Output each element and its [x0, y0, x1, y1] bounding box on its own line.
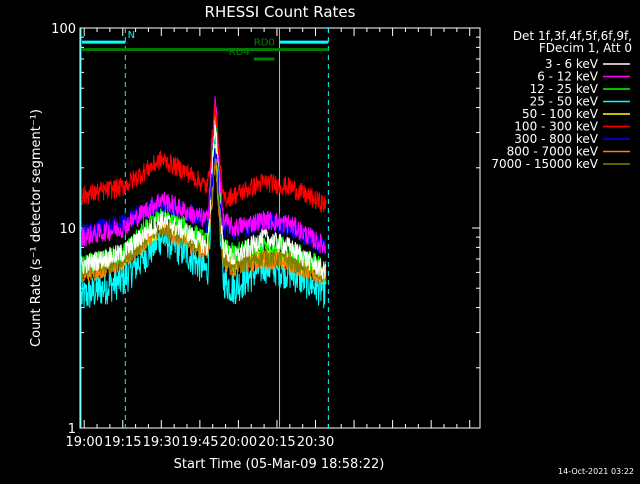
y-tick-label: 10 [59, 222, 76, 237]
x-tick-label: 19:15 [104, 435, 141, 450]
state-bar-label: N [128, 30, 135, 41]
state-bar-label: RD0 [254, 38, 275, 49]
legend-label: 12 - 25 keV [530, 82, 599, 96]
legend-label: 25 - 50 keV [530, 95, 599, 109]
legend-header-line-1: Det 1f,3f,4f,5f,6f,9f, [513, 29, 632, 43]
x-tick-label: 19:00 [65, 435, 102, 450]
legend-label: 800 - 7000 keV [507, 145, 599, 159]
y-tick-label: 100 [51, 22, 76, 37]
legend-label: 300 - 800 keV [514, 132, 598, 146]
x-tick-label: 20:15 [258, 435, 295, 450]
series-line [81, 102, 327, 214]
x-tick-label: 19:45 [181, 435, 218, 450]
legend-label: 100 - 300 keV [514, 120, 598, 134]
series-line [81, 96, 327, 254]
legend-label: 50 - 100 keV [522, 107, 599, 121]
legend-label: 6 - 12 keV [537, 70, 599, 84]
x-tick-label: 20:30 [297, 435, 334, 450]
state-bar-label: RD4 [229, 47, 250, 58]
footer-timestamp: 14-Oct-2021 03:22 [558, 467, 634, 476]
plot-area: 1 10 100 19:00 19:15 19:30 19:45 20:00 20:15 20:3… [51, 22, 481, 450]
x-tick-label: 19:30 [143, 435, 180, 450]
series-line [81, 114, 327, 280]
x-tick-label: 20:00 [220, 435, 257, 450]
legend-header-line-2: FDecim 1, Att 0 [539, 41, 632, 55]
y-axis-label: Count Rate (s⁻¹ detector segment⁻¹) [29, 109, 44, 347]
x-axis-label: Start Time (05-Mar-09 18:58:22) [174, 457, 385, 472]
legend-label: 7000 - 15000 keV [491, 157, 598, 171]
y-tick-label: 1 [68, 422, 76, 437]
legend-label: 3 - 6 keV [545, 57, 599, 71]
chart-title: RHESSI Count Rates [205, 3, 356, 21]
